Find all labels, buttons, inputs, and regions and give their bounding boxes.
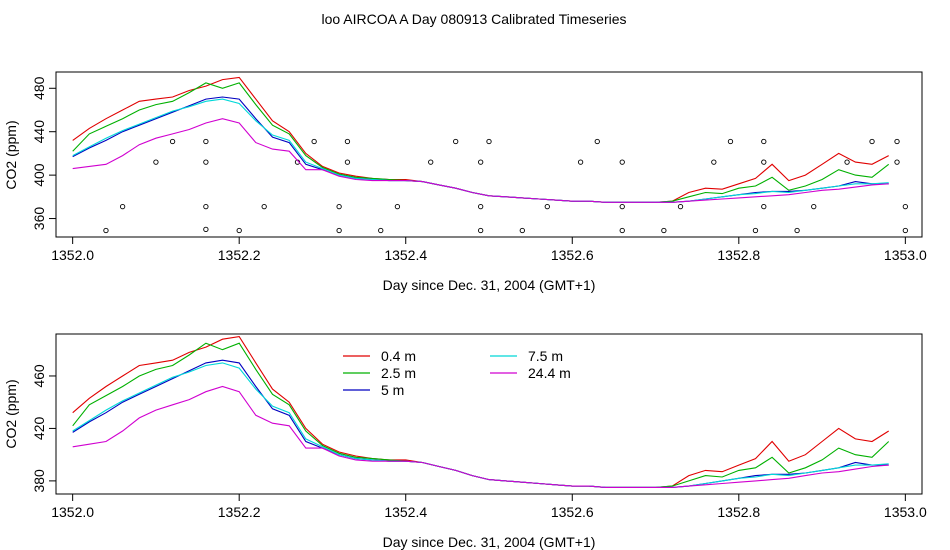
flag-marker-34: [727, 138, 734, 145]
flag-marker-30: [619, 159, 625, 165]
flag-marker-38: [761, 138, 767, 145]
flag-marker-25: [544, 203, 550, 210]
bottom-y-axis-label: CO2 (ppm): [3, 379, 19, 448]
legend-label-2: 5 m: [381, 382, 404, 398]
top-series-2-5-m-line: [72, 82, 890, 203]
bottom-series-5-m-line: [72, 359, 889, 488]
bottom-series-0-4-m-line: [72, 336, 889, 488]
bottom-series-24-4-m-line: [72, 385, 889, 488]
flag-marker-2: [153, 159, 159, 165]
top-series-0-4-m-line: [72, 76, 889, 203]
flag-marker-45: [902, 203, 908, 210]
bottom-x-axis-label: Day since Dec. 31, 2004 (GMT+1): [383, 534, 596, 550]
top-flag-markers: [103, 138, 908, 234]
flag-marker-7: [203, 138, 209, 145]
flag-marker-6: [203, 159, 209, 165]
top-x-tick-label-2: 1352.4: [384, 247, 427, 263]
flag-marker-5: [203, 203, 209, 210]
top-y-ticks: 360 400 440 480: [31, 76, 56, 230]
flag-marker-26: [577, 159, 584, 165]
flag-marker-13: [336, 203, 342, 210]
flag-marker-44: [894, 138, 900, 145]
flag-marker-28: [619, 227, 625, 234]
flag-marker-40: [811, 203, 817, 210]
legend-label-4: 24.4 m: [528, 365, 571, 381]
bottom-y-tick-label-1: 420: [31, 417, 47, 441]
flag-marker-35: [752, 227, 759, 234]
flag-marker-31: [661, 227, 667, 234]
top-x-axis-label: Day since Dec. 31, 2004 (GMT+1): [383, 277, 596, 293]
top-x-ticks: 1352.0 1352.2 1352.4 1352.6 1352.8 1353.0: [51, 237, 927, 263]
top-plot-frame: [55, 71, 923, 238]
flag-marker-3: [169, 138, 176, 145]
flag-marker-9: [261, 203, 267, 210]
bottom-plot-frame: [55, 333, 923, 495]
legend-label-1: 2.5 m: [381, 365, 416, 381]
flag-marker-22: [478, 159, 484, 165]
flag-marker-42: [869, 138, 875, 145]
flag-marker-39: [794, 227, 800, 234]
bottom-series-7-5-m-line: [72, 362, 889, 488]
top-x-tick-label-3: 1352.6: [551, 247, 594, 263]
top-series-lines: [72, 76, 890, 203]
flag-marker-29: [619, 203, 625, 210]
bottom-x-ticks: 1352.0 1352.2 1352.4 1352.6 1352.8 1353.0: [51, 494, 927, 520]
flag-marker-1: [119, 203, 126, 210]
flag-marker-24: [519, 227, 525, 234]
flag-marker-16: [378, 227, 384, 234]
flag-marker-37: [761, 159, 767, 165]
flag-marker-46: [902, 227, 908, 234]
flag-marker-20: [478, 227, 484, 234]
bottom-y-ticks: 380 420 460: [31, 364, 56, 493]
bottom-y-tick-label-2: 460: [31, 364, 47, 388]
bottom-y-tick-label-0: 380: [31, 469, 47, 493]
top-panel: 1352.0 1352.2 1352.4 1352.6 1352.8 1353.0 360…: [3, 71, 927, 293]
top-y-axis-label: CO2 (ppm): [3, 120, 19, 189]
top-x-tick-label-4: 1352.8: [717, 247, 760, 263]
top-series-24-4-m-line: [72, 118, 889, 203]
flag-marker-33: [711, 159, 717, 165]
flag-marker-18: [428, 159, 434, 165]
top-x-tick-label-5: 1353.0: [884, 247, 927, 263]
top-y-tick-label-1: 400: [31, 163, 47, 187]
flag-marker-36: [761, 203, 767, 210]
top-y-tick-label-2: 440: [31, 120, 47, 144]
flag-marker-8: [236, 227, 242, 234]
flag-marker-15: [344, 138, 351, 145]
bottom-x-tick-label-4: 1352.8: [717, 504, 760, 520]
flag-marker-12: [336, 227, 342, 234]
flag-marker-32: [677, 203, 684, 210]
bottom-series-lines: [72, 336, 890, 488]
flag-marker-4: [203, 226, 209, 233]
bottom-panel: 1352.0 1352.2 1352.4 1352.6 1352.8 1353.0 380…: [3, 333, 927, 550]
flag-marker-43: [894, 159, 900, 165]
top-series-5-m-line: [72, 96, 889, 203]
top-series-7-5-m-line: [72, 98, 889, 203]
top-y-tick-label-0: 360: [31, 207, 47, 231]
flag-marker-17: [394, 203, 401, 210]
flag-marker-21: [478, 203, 484, 210]
flag-marker-0: [103, 227, 109, 234]
top-x-tick-label-0: 1352.0: [51, 247, 94, 263]
bottom-x-tick-label-2: 1352.4: [384, 504, 427, 520]
legend: 0.4 m2.5 m5 m 7.5 m24.4 m: [343, 348, 571, 398]
legend-label-3: 7.5 m: [528, 348, 563, 364]
bottom-series-2-5-m-line: [72, 342, 890, 488]
flag-marker-11: [311, 138, 317, 145]
top-x-tick-label-1: 1352.2: [218, 247, 261, 263]
flag-marker-41: [844, 159, 850, 165]
legend-label-0: 0.4 m: [381, 348, 416, 364]
flag-marker-19: [453, 138, 459, 145]
flag-marker-27: [594, 138, 600, 145]
flag-marker-14: [344, 159, 351, 165]
top-y-tick-label-3: 480: [31, 76, 47, 100]
bottom-x-tick-label-5: 1353.0: [884, 504, 927, 520]
bottom-x-tick-label-3: 1352.6: [551, 504, 594, 520]
bottom-x-tick-label-1: 1352.2: [218, 504, 261, 520]
figure-title: loo AIRCOA A Day 080913 Calibrated Times…: [321, 11, 626, 27]
flag-marker-23: [486, 138, 492, 145]
bottom-x-tick-label-0: 1352.0: [51, 504, 94, 520]
